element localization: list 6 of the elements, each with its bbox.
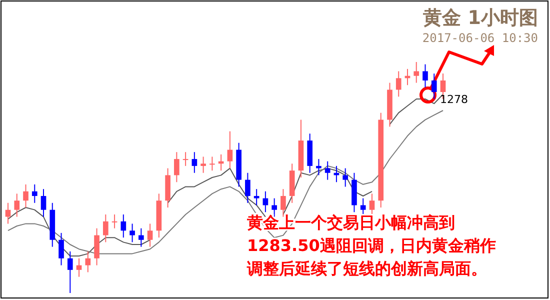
text: 2017-06-06 10:30 <box>422 31 538 45</box>
annotation: 黄金上一个交易日小幅冲高到 <box>246 213 455 232</box>
chart-title: 黄金 1小时图 <box>422 7 538 29</box>
annotation: 1278 <box>440 93 468 106</box>
annotation: 1283.50遇阻回调，日内黄金稍作 <box>247 236 496 255</box>
annotation: 调整后延续了短线的创新高局面。 <box>246 259 487 278</box>
